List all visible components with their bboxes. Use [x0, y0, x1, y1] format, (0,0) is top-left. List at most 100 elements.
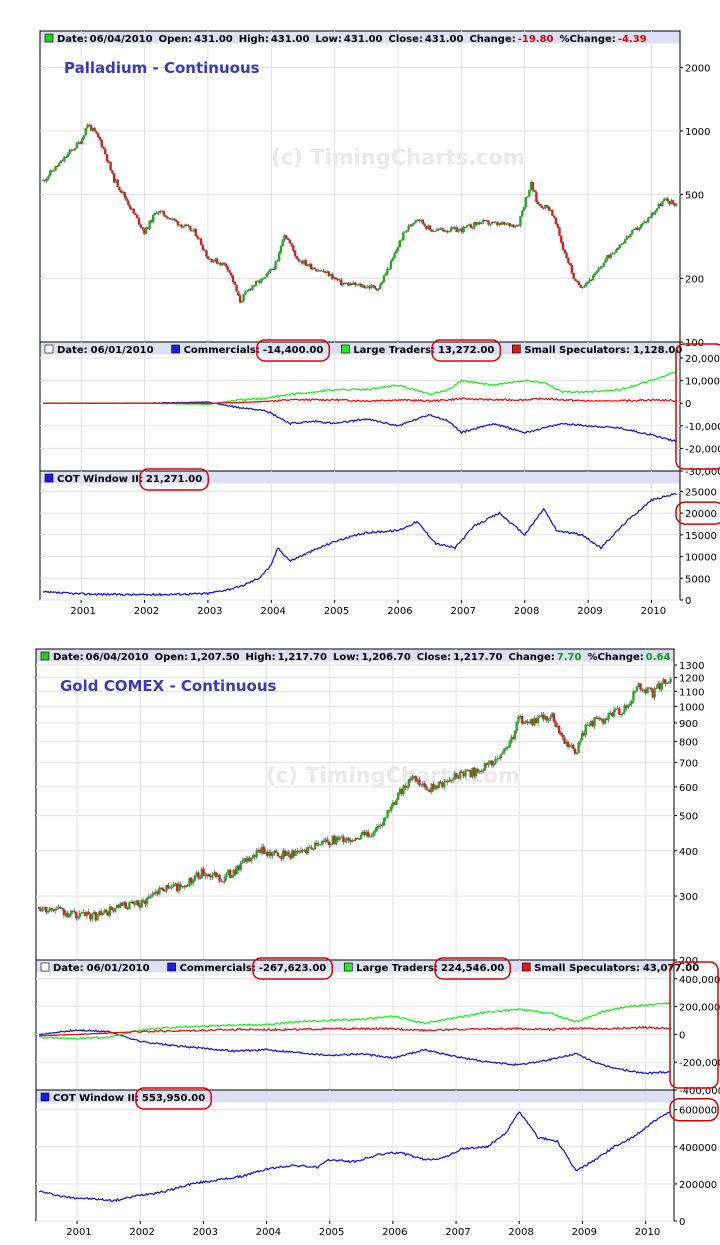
- price-candle: [302, 260, 306, 264]
- price-candle: [400, 788, 403, 795]
- price-candle: [405, 230, 409, 232]
- price-candle: [167, 885, 170, 889]
- price-candle: [538, 715, 541, 718]
- price-candle: [428, 789, 432, 793]
- price-candle: [496, 222, 499, 226]
- series-legend-swatch: [44, 473, 54, 483]
- price-candle: [511, 737, 515, 740]
- price-candle: [127, 200, 130, 206]
- price-candle: [542, 714, 545, 720]
- price-candle: [646, 687, 649, 694]
- price-candle: [526, 720, 529, 723]
- price-candle: [416, 219, 419, 221]
- price-candle: [626, 705, 630, 709]
- price-candle: [135, 900, 138, 905]
- price-candle: [269, 852, 273, 856]
- panel-frame: [35, 1089, 675, 1222]
- price-candle: [581, 287, 584, 289]
- price-candle: [467, 769, 471, 771]
- price-candle: [317, 844, 320, 846]
- price-candle: [311, 268, 315, 270]
- price-candle: [278, 856, 281, 858]
- y-tick-label: 200000: [679, 1180, 717, 1191]
- price-candle: [568, 746, 571, 748]
- price-candle: [621, 712, 625, 715]
- price-candle: [644, 689, 648, 694]
- price-candle: [140, 900, 143, 908]
- price-candle: [260, 278, 263, 283]
- price-candle: [535, 192, 538, 202]
- price-candle: [160, 210, 164, 212]
- price-candle: [577, 742, 580, 754]
- price-candle: [421, 783, 425, 785]
- price-candle: [191, 230, 194, 232]
- price-candle: [282, 850, 285, 859]
- series-legend-name: Small Speculators:: [524, 345, 630, 356]
- series-legend-name: COT Window II:: [53, 1093, 139, 1104]
- price-candle: [208, 258, 212, 260]
- price-candle: [515, 721, 518, 731]
- price-candle: [359, 834, 363, 839]
- y-tick-label: 20,000: [685, 354, 720, 365]
- price-candle: [582, 732, 586, 736]
- price-candle: [623, 239, 627, 244]
- price-candle: [446, 781, 449, 783]
- price-candle: [276, 852, 280, 857]
- price-candle: [561, 242, 565, 250]
- x-tick-label: 2002: [129, 1227, 154, 1238]
- series-line-large-traders: [39, 1001, 672, 1040]
- price-candle: [165, 885, 168, 891]
- price-candle: [198, 238, 201, 240]
- price-candle: [496, 758, 499, 760]
- price-candle: [590, 279, 593, 281]
- price-candle: [668, 201, 671, 205]
- price-candle: [646, 217, 650, 223]
- price-info-high: 1,217.70: [278, 652, 327, 663]
- price-candle: [529, 181, 533, 191]
- x-tick-label: 2006: [387, 606, 412, 617]
- price-candle: [460, 771, 464, 773]
- price-candle: [407, 779, 411, 787]
- price-candle: [441, 782, 444, 788]
- price-candle: [534, 718, 538, 724]
- price-candle: [609, 712, 612, 714]
- price-candle: [379, 824, 382, 826]
- price-candle: [375, 288, 378, 291]
- price-candle: [159, 210, 162, 213]
- price-candle: [611, 712, 614, 717]
- price-candle: [139, 224, 142, 228]
- price-candle: [434, 230, 437, 232]
- price-candle: [458, 771, 462, 779]
- price-candle: [95, 131, 98, 134]
- price-candle: [430, 229, 433, 232]
- price-candle: [336, 837, 340, 840]
- price-candle: [130, 208, 134, 210]
- price-candle: [347, 838, 350, 840]
- price-candle: [455, 773, 458, 778]
- price-candle: [402, 232, 405, 241]
- price-candle: [589, 721, 593, 726]
- price-candle: [469, 770, 472, 778]
- panel-header-bar: [40, 471, 680, 484]
- panel-frame: [35, 648, 675, 961]
- price-candle: [176, 221, 180, 226]
- price-candle: [196, 235, 199, 239]
- price-candle: [325, 271, 329, 273]
- price-candle: [190, 877, 193, 884]
- price-candle: [212, 260, 215, 263]
- price-candle: [372, 832, 375, 837]
- price-candle: [657, 683, 660, 689]
- price-legend-swatch: [40, 651, 50, 661]
- price-candle: [108, 906, 112, 916]
- price-info-close: 431.00: [425, 34, 464, 45]
- price-candle: [109, 161, 112, 171]
- price-candle: [499, 223, 503, 225]
- price-candle: [497, 758, 501, 760]
- price-candle: [579, 285, 582, 288]
- price-candle: [563, 737, 566, 744]
- price-candle: [78, 913, 82, 917]
- price-candle: [561, 734, 564, 738]
- price-candle: [662, 199, 666, 202]
- price-candle: [630, 700, 633, 705]
- panel-header-bar: [36, 649, 674, 662]
